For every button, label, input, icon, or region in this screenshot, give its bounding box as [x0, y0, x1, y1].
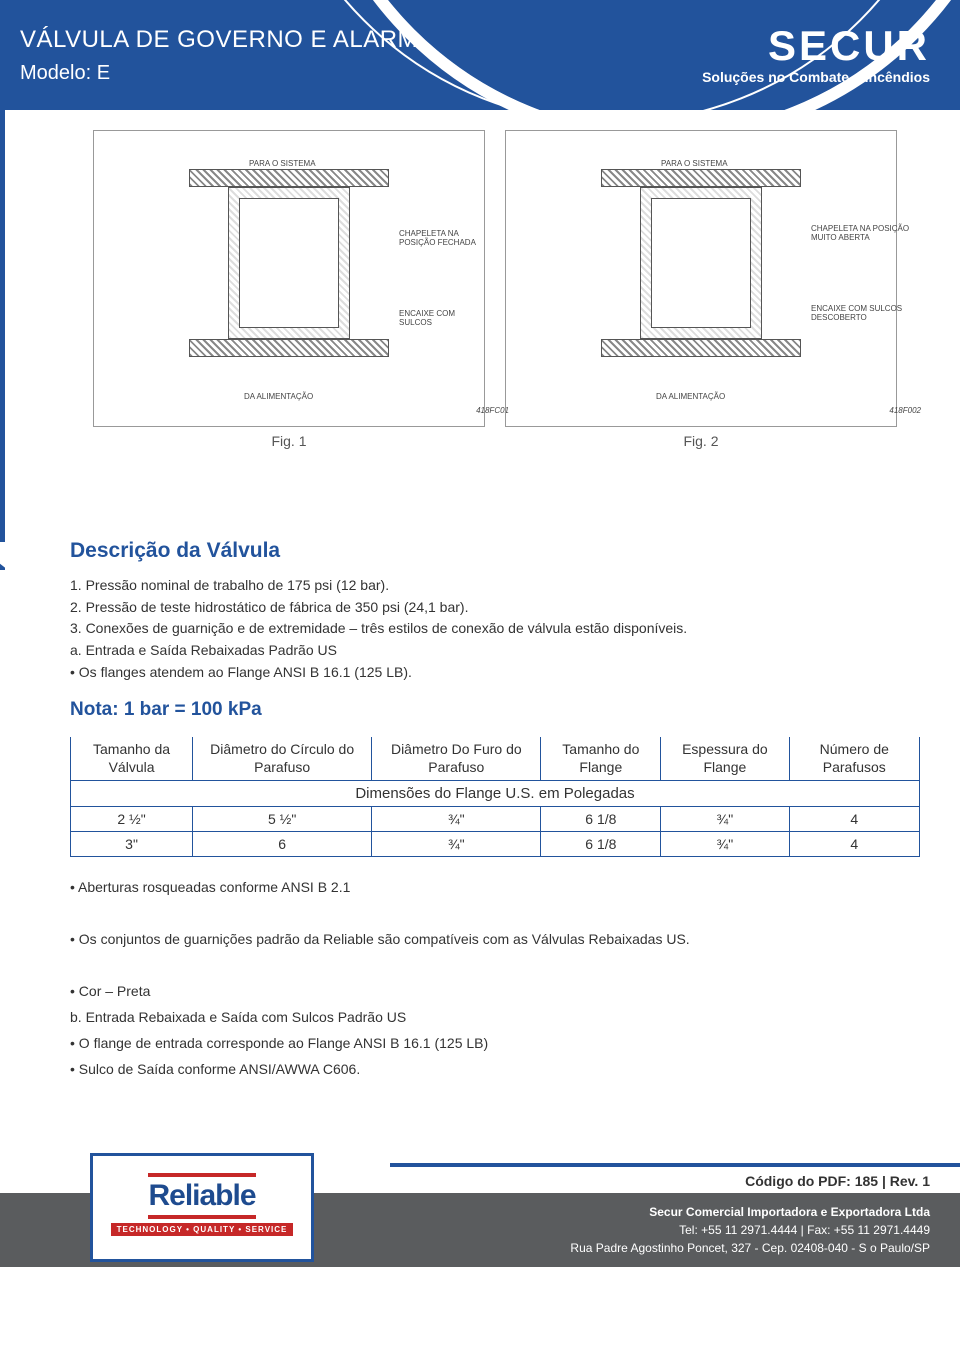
- brand-tagline: Soluções no Combate a Incêndios: [702, 69, 930, 85]
- desc-line-2: 2. Pressão de teste hidrostático de fábr…: [70, 597, 920, 619]
- col-4: Espessura do Flange: [661, 737, 789, 781]
- reliable-wordmark: Reliable: [148, 1179, 255, 1213]
- brand-logo: SECUR: [702, 25, 930, 67]
- bullets-block: • Aberturas rosqueadas conforme ANSI B 2…: [70, 875, 920, 1082]
- desc-line-3: 3. Conexões de guarnição e de extremidad…: [70, 618, 920, 640]
- fig1-label-bottom: DA ALIMENTAÇÃO: [244, 392, 313, 401]
- desc-line-5: • Os flanges atendem ao Flange ANSI B 16…: [70, 662, 920, 684]
- table-header-row: Tamanho da Válvula Diâmetro do Círculo d…: [71, 737, 920, 781]
- col-0: Tamanho da Válvula: [71, 737, 193, 781]
- reliable-subtext: TECHNOLOGY • QUALITY • SERVICE: [111, 1223, 294, 1236]
- fig1-label-r2: ENCAIXE COM SULCOS: [399, 309, 489, 327]
- col-1: Diâmetro do Círculo do Parafuso: [193, 737, 372, 781]
- table-row: 3" 6 ¾" 6 1/8 ¾" 4: [71, 832, 920, 857]
- pdf-code: Código do PDF: 185 | Rev. 1: [390, 1163, 960, 1189]
- header-right: SECUR Soluções no Combate a Incêndios: [702, 25, 930, 85]
- flange-table: Dimensões do Flange U.S. em Polegadas Ta…: [70, 737, 920, 857]
- fig1-label-r1: CHAPELETA NA POSIÇÃO FECHADA: [399, 229, 489, 247]
- fig2-label-r2: ENCAIXE COM SULCOS DESCOBERTO: [811, 304, 911, 322]
- bullet-3: • Cor – Preta: [70, 979, 920, 1005]
- desc-line-1: 1. Pressão nominal de trabalho de 175 ps…: [70, 575, 920, 597]
- table-title: Dimensões do Flange U.S. em Polegadas: [71, 781, 920, 807]
- section-heading: Descrição da Válvula: [70, 539, 920, 563]
- bullet-6: • Sulco de Saída conforme ANSI/AWWA C606…: [70, 1057, 920, 1083]
- figure-1: PARA O SISTEMA CHAPELETA NA POSIÇÃO FECH…: [93, 130, 485, 427]
- bullet-1: • Aberturas rosqueadas conforme ANSI B 2…: [70, 875, 920, 901]
- figure-1-caption: Fig. 1: [93, 433, 485, 449]
- figure-1-wrap: PARA O SISTEMA CHAPELETA NA POSIÇÃO FECH…: [93, 130, 485, 449]
- col-5: Número de Parafusos: [789, 737, 919, 781]
- fig2-label-top: PARA O SISTEMA: [661, 159, 728, 168]
- page-footer: Reliable TECHNOLOGY • QUALITY • SERVICE …: [0, 1163, 960, 1303]
- main-content: PARA O SISTEMA CHAPELETA NA POSIÇÃO FECH…: [0, 110, 960, 1103]
- fig2-label-r1: CHAPELETA NA POSIÇÃO MUITO ABERTA: [811, 224, 911, 242]
- description-block: 1. Pressão nominal de trabalho de 175 ps…: [70, 575, 920, 683]
- bullet-4: b. Entrada Rebaixada e Saída com Sulcos …: [70, 1005, 920, 1031]
- col-3: Tamanho do Flange: [541, 737, 661, 781]
- fig2-code: 418F002: [889, 406, 921, 415]
- bullet-2: • Os conjuntos de guarnições padrão da R…: [70, 927, 920, 953]
- figure-2: PARA O SISTEMA CHAPELETA NA POSIÇÃO MUIT…: [505, 130, 897, 427]
- figure-row: PARA O SISTEMA CHAPELETA NA POSIÇÃO FECH…: [70, 130, 920, 449]
- col-2: Diâmetro Do Furo do Parafuso: [372, 737, 541, 781]
- fig1-label-top: PARA O SISTEMA: [249, 159, 316, 168]
- figure-2-wrap: PARA O SISTEMA CHAPELETA NA POSIÇÃO MUIT…: [505, 130, 897, 449]
- conversion-note: Nota: 1 bar = 100 kPa: [70, 699, 920, 721]
- desc-line-4: a. Entrada e Saída Rebaixadas Padrão US: [70, 640, 920, 662]
- page-header: VÁLVULA DE GOVERNO E ALARME 2.1/2" E 3" …: [0, 0, 960, 110]
- figure-2-caption: Fig. 2: [505, 433, 897, 449]
- table-row: 2 ½" 5 ½" ¾" 6 1/8 ¾" 4: [71, 807, 920, 832]
- bullet-5: • O flange de entrada corresponde ao Fla…: [70, 1031, 920, 1057]
- fig2-label-bottom: DA ALIMENTAÇÃO: [656, 392, 725, 401]
- reliable-logo-box: Reliable TECHNOLOGY • QUALITY • SERVICE: [90, 1153, 314, 1262]
